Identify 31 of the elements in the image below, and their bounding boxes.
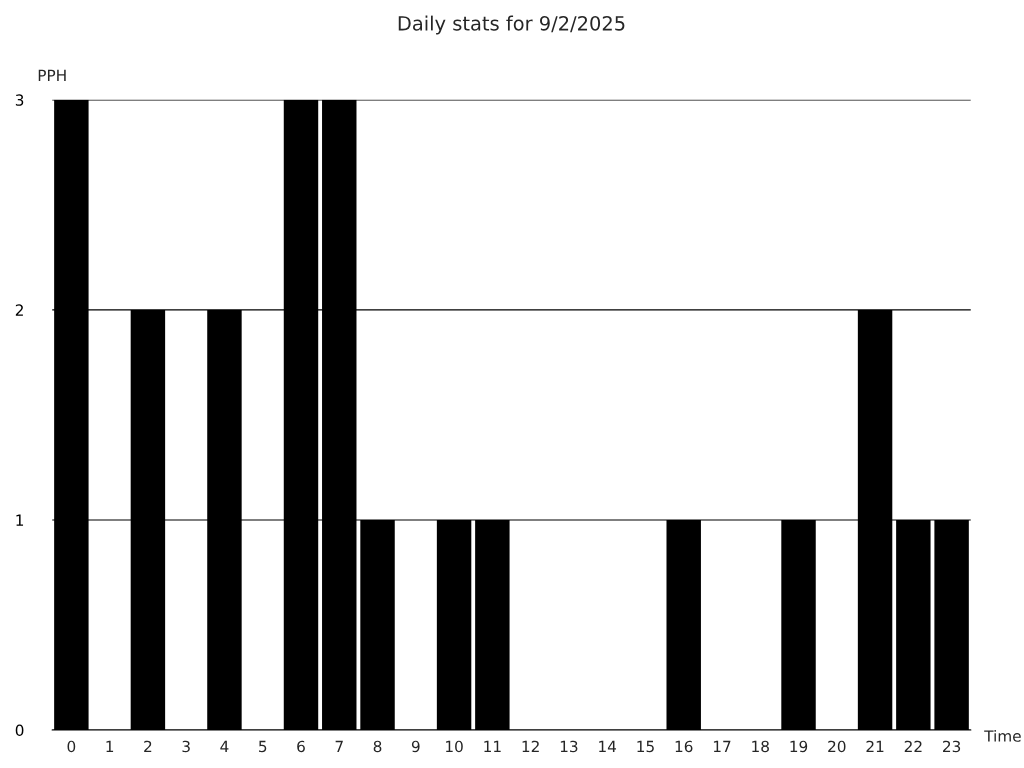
x-tick-label: 16 — [675, 740, 693, 753]
x-tick-label: 15 — [637, 740, 654, 753]
x-tick-label: 13 — [560, 740, 578, 753]
y-tick-label: 3 — [15, 94, 24, 106]
x-tick-label: 18 — [752, 740, 769, 753]
y-axis-title: PPH — [38, 69, 66, 81]
y-tick-label: 0 — [15, 724, 24, 737]
x-tick-label: 5 — [259, 740, 267, 753]
x-tick-label: 6 — [297, 740, 305, 753]
x-tick-label: 17 — [713, 740, 731, 753]
x-tick-label: 14 — [599, 740, 617, 753]
x-axis-title: Time — [984, 729, 1021, 742]
x-tick-label: 0 — [67, 740, 76, 753]
chart-title: Daily stats for 9/2/2025 — [398, 15, 625, 35]
y-tick-label: 2 — [15, 304, 23, 316]
x-tick-label: 7 — [335, 740, 343, 753]
y-tick-label: 1 — [16, 514, 24, 526]
x-tick-label: 4 — [220, 740, 229, 753]
x-tick-label: 19 — [790, 740, 808, 753]
x-tick-label: 3 — [182, 740, 190, 753]
x-tick-label: 2 — [144, 740, 152, 753]
x-tick-label: 23 — [943, 740, 961, 753]
x-tick-label: 21 — [866, 740, 884, 753]
x-tick-label: 22 — [904, 740, 922, 753]
x-tick-label: 1 — [106, 740, 114, 753]
x-tick-label: 11 — [484, 740, 501, 753]
x-tick-label: 12 — [522, 740, 539, 753]
x-tick-label: 20 — [828, 740, 846, 753]
x-tick-label: 10 — [446, 740, 463, 753]
x-tick-label: 9 — [411, 740, 420, 753]
x-tick-label: 8 — [373, 740, 382, 753]
